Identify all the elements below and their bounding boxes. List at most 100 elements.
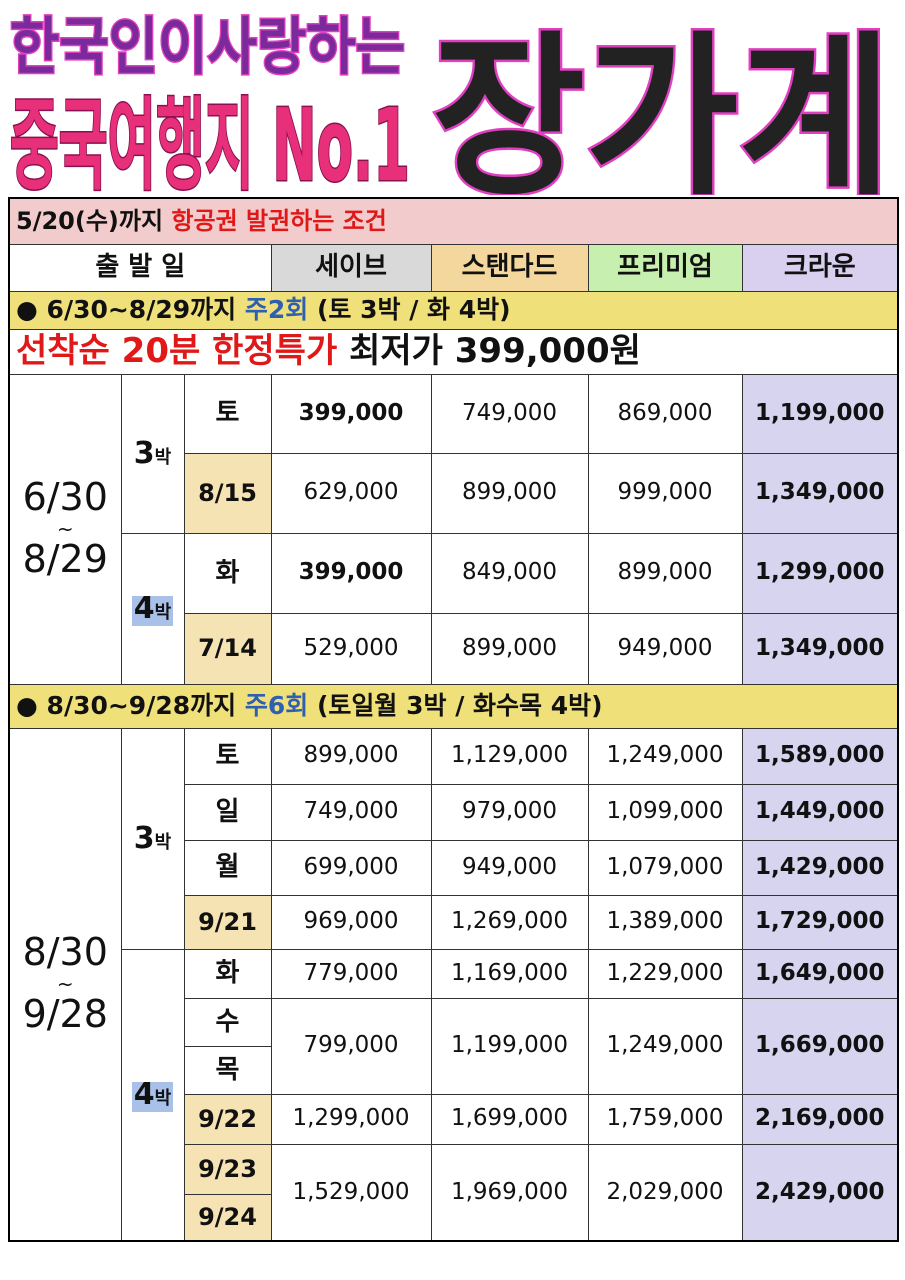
day-cell: 월	[183, 839, 272, 896]
price-cell: 1,349,000	[741, 612, 899, 685]
price-cell: 849,000	[430, 532, 589, 614]
price-cell: 1,099,000	[587, 783, 743, 841]
price-cell: 899,000	[430, 452, 589, 534]
column-header: 출 발 일	[8, 243, 272, 292]
nights-cell: 3박	[120, 727, 185, 950]
price-cell: 869,000	[587, 373, 743, 454]
nights-unit: 박	[154, 832, 172, 853]
bullet: ●	[16, 295, 38, 325]
price-cell: 1,529,000	[270, 1143, 432, 1242]
price-cell: 1,649,000	[741, 948, 899, 999]
price-cell: 2,169,000	[741, 1093, 899, 1145]
price-cell: 1,449,000	[741, 783, 899, 841]
price-row: 7/14 529,000 899,000 949,000 1,349,000	[9, 612, 899, 685]
nights-cell: 4박	[120, 532, 185, 685]
section-header-row: ● 8/30~9/28까지 주6회 (토일월 3박 / 화수목 4박)	[8, 683, 899, 729]
price-cell: 1,079,000	[587, 839, 743, 896]
period-start: 8/30	[22, 930, 108, 975]
price-cell: 969,000	[270, 894, 432, 950]
price-cell: 999,000	[587, 452, 743, 534]
price-cell: 1,199,000	[430, 997, 589, 1095]
price-cell: 1,269,000	[430, 894, 589, 950]
deadline: 5/20(수)까지	[16, 207, 164, 236]
headline-2: 중국여행지 No.1	[10, 87, 410, 195]
destination: 장가계	[432, 17, 892, 195]
price-cell: 1,129,000	[430, 727, 589, 785]
nights-cell: 3박	[120, 373, 185, 534]
nights-cell: 4박	[120, 948, 185, 1242]
price-cell: 1,229,000	[587, 948, 743, 999]
price-cell: 799,000	[270, 997, 432, 1095]
promo-price: 최저가 399,000원	[349, 330, 641, 371]
period-cell: 6/30 ~8/29	[8, 373, 122, 685]
day-cell: 7/14	[183, 612, 272, 685]
day-cell: 일	[183, 783, 272, 841]
price-cell: 749,000	[430, 373, 589, 454]
price-cell: 1,429,000	[741, 839, 899, 896]
price-cell: 899,000	[270, 727, 432, 785]
condition-text: 항공권 발권하는 조건	[171, 207, 387, 236]
price-cell: 2,029,000	[587, 1143, 743, 1242]
day-cell: 9/24	[183, 1193, 272, 1242]
day-cell: 9/23	[183, 1143, 272, 1195]
schedule: (토일월 3박 / 화수목 4박)	[316, 691, 603, 721]
price-cell: 749,000	[270, 783, 432, 841]
promo-row: 선착순 20분 한정특가 최저가 399,000원	[8, 328, 899, 375]
price-cell: 949,000	[587, 612, 743, 685]
price-cell: 1,349,000	[741, 452, 899, 534]
period-end: 9/28	[22, 992, 108, 1037]
price-row: 9/23 1,529,000 1,969,000 2,029,000 2,429,000	[9, 1143, 899, 1242]
price-row: 8/15 629,000 899,000 999,000 1,349,000	[9, 452, 899, 534]
price-table: 5/20(수)까지 항공권 발권하는 조건 출 발 일 세이브 스탠다드 프리미엄 크라…	[8, 197, 900, 1242]
frequency: 주6회	[244, 691, 309, 721]
price-row: 8/30 ~9/28 3박 토 899,000 1,129,000 1,249,000 1,5…	[8, 727, 899, 1242]
day-cell: 8/15	[183, 452, 272, 534]
price-row: 4박 화 399,000 849,000 899,000 1,299,000	[9, 532, 899, 685]
price-cell: 399,000	[270, 532, 432, 614]
day-cell: 9/21	[183, 894, 272, 950]
price-cell: 1,299,000	[270, 1093, 432, 1145]
price-cell: 1,969,000	[430, 1143, 589, 1242]
price-cell: 949,000	[430, 839, 589, 896]
nights-label: 4박	[131, 1078, 174, 1113]
column-header: 프리미엄	[587, 243, 743, 292]
price-cell: 1,699,000	[430, 1093, 589, 1145]
header: 한국인이사랑하는 중국여행지 No.1 장가계	[9, 9, 895, 196]
day-cell: 토	[183, 727, 272, 785]
price-cell: 1,589,000	[741, 727, 899, 785]
period-text: 8/30~9/28까지	[46, 691, 237, 721]
section-header-row: ● 6/30~8/29까지 주2회 (토 3박 / 화 4박)	[8, 290, 899, 330]
price-cell: 1,669,000	[741, 997, 899, 1095]
nights-label: 4박	[131, 592, 174, 626]
day-cell: 9/22	[183, 1093, 272, 1145]
column-header: 크라운	[741, 243, 899, 292]
period-start: 6/30	[22, 475, 108, 520]
price-cell: 1,759,000	[587, 1093, 743, 1145]
price-cell: 1,389,000	[587, 894, 743, 950]
schedule: (토 3박 / 화 4박)	[316, 295, 511, 325]
nights-number: 4	[133, 591, 155, 626]
period-sep: ~	[56, 972, 74, 997]
price-cell: 899,000	[430, 612, 589, 685]
price-cell: 529,000	[270, 612, 432, 685]
price-cell: 1,169,000	[430, 948, 589, 999]
column-header: 스탠다드	[430, 243, 589, 292]
price-row: 4박 화 779,000 1,169,000 1,229,000 1,649,000	[9, 948, 899, 1242]
condition-row: 5/20(수)까지 항공권 발권하는 조건	[8, 197, 899, 245]
nights-number: 4	[133, 1077, 155, 1113]
price-cell: 399,000	[270, 373, 432, 454]
nights-unit: 박	[154, 447, 172, 468]
nights-number: 3	[133, 821, 155, 856]
nights-unit: 박	[154, 602, 172, 623]
period-end: 8/29	[22, 537, 108, 581]
bullet: ●	[16, 691, 38, 721]
nights-unit: 박	[154, 1088, 172, 1110]
price-cell: 1,199,000	[741, 373, 899, 454]
day-cell: 토	[183, 373, 272, 454]
promo-cell: 선착순 20분 한정특가 최저가 399,000원	[8, 328, 899, 375]
price-cell: 629,000	[270, 452, 432, 534]
nights-label: 3박	[134, 822, 172, 855]
price-row: 9/24	[9, 1193, 898, 1242]
price-row: 6/30 ~8/29 3박 토 399,000 749,000 869,000 1,199,0…	[8, 373, 899, 685]
price-cell: 699,000	[270, 839, 432, 896]
